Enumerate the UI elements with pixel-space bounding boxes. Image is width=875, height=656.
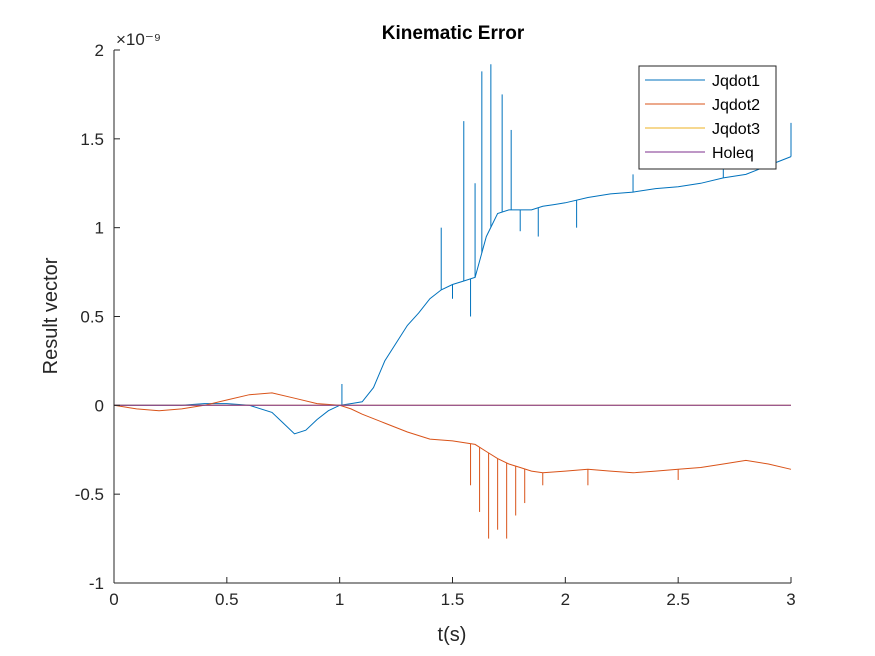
y-multiplier: ×10⁻⁹ <box>116 30 161 49</box>
y-tick-label: -1 <box>89 574 104 593</box>
x-tick-label: 1.5 <box>441 590 465 609</box>
plot-title: Kinematic Error <box>382 23 525 44</box>
series-layer <box>113 64 792 539</box>
series-line-jqdot2 <box>113 392 792 474</box>
legend-label-holeq: Holeq <box>712 145 754 162</box>
y-axis-label: Result vector <box>40 257 62 374</box>
y-tick-label: 0.5 <box>80 308 104 327</box>
legend-label-jqdot3: Jqdot3 <box>712 121 760 138</box>
legend: Jqdot1 Jqdot2 Jqdot3 Holeq <box>638 65 777 170</box>
legend-label-jqdot2: Jqdot2 <box>712 97 760 114</box>
x-tick-label: 2 <box>561 590 570 609</box>
x-tick-label: 3 <box>786 590 795 609</box>
x-ticks: 0 0.5 1 1.5 2 2.5 3 <box>109 577 796 609</box>
y-ticks: -1 -0.5 0 0.5 1 1.5 2 <box>75 41 120 593</box>
y-tick-label: 2 <box>95 41 104 60</box>
y-tick-label: 0 <box>95 396 104 415</box>
y-tick-label: 1 <box>95 219 104 238</box>
y-tick-label: -0.5 <box>75 485 104 504</box>
legend-label-jqdot1: Jqdot1 <box>712 73 760 90</box>
x-tick-label: 0 <box>109 590 118 609</box>
y-tick-label: 1.5 <box>80 130 104 149</box>
series-line-jqdot1 <box>114 156 792 435</box>
x-axis-label: t(s) <box>438 624 467 646</box>
x-tick-label: 2.5 <box>666 590 690 609</box>
x-tick-label: 0.5 <box>215 590 239 609</box>
x-tick-label: 1 <box>335 590 344 609</box>
